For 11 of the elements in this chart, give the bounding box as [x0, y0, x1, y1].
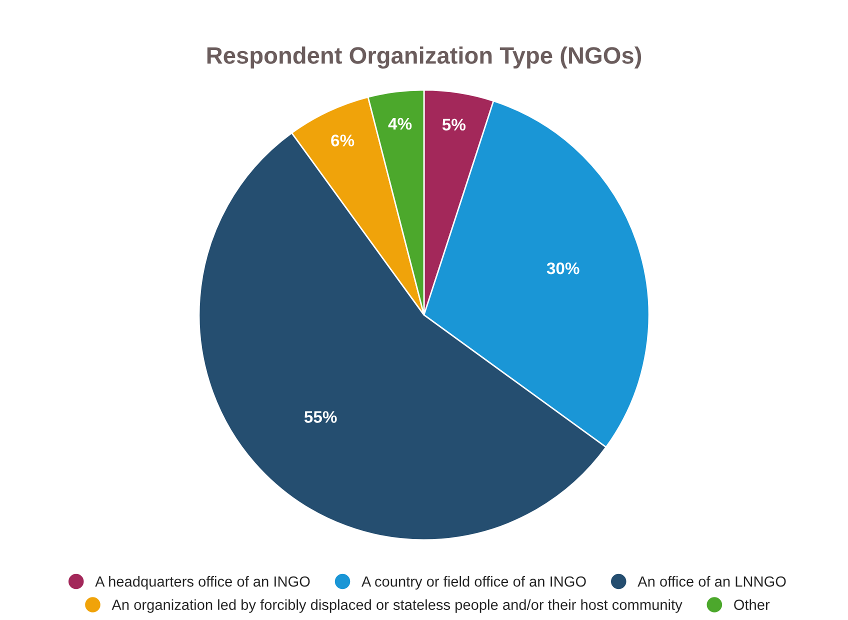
chart-title: Respondent Organization Type (NGOs) [207, 46, 642, 69]
data-label: 6% [331, 134, 354, 146]
data-label: 30% [546, 262, 580, 274]
data-label: 4% [388, 118, 412, 130]
data-label: 5% [442, 118, 466, 131]
legend-label: Other [734, 599, 770, 610]
data-label: 55% [304, 411, 337, 423]
legend-label: An organization led by forcibly displaced or stateless people and/or their host community [112, 599, 682, 613]
legend-label: A headquarters office of an INGO [95, 576, 310, 590]
legend-label: An office of an LNNGO [638, 576, 786, 587]
legend-label: A country or field office of an INGO [362, 576, 586, 590]
